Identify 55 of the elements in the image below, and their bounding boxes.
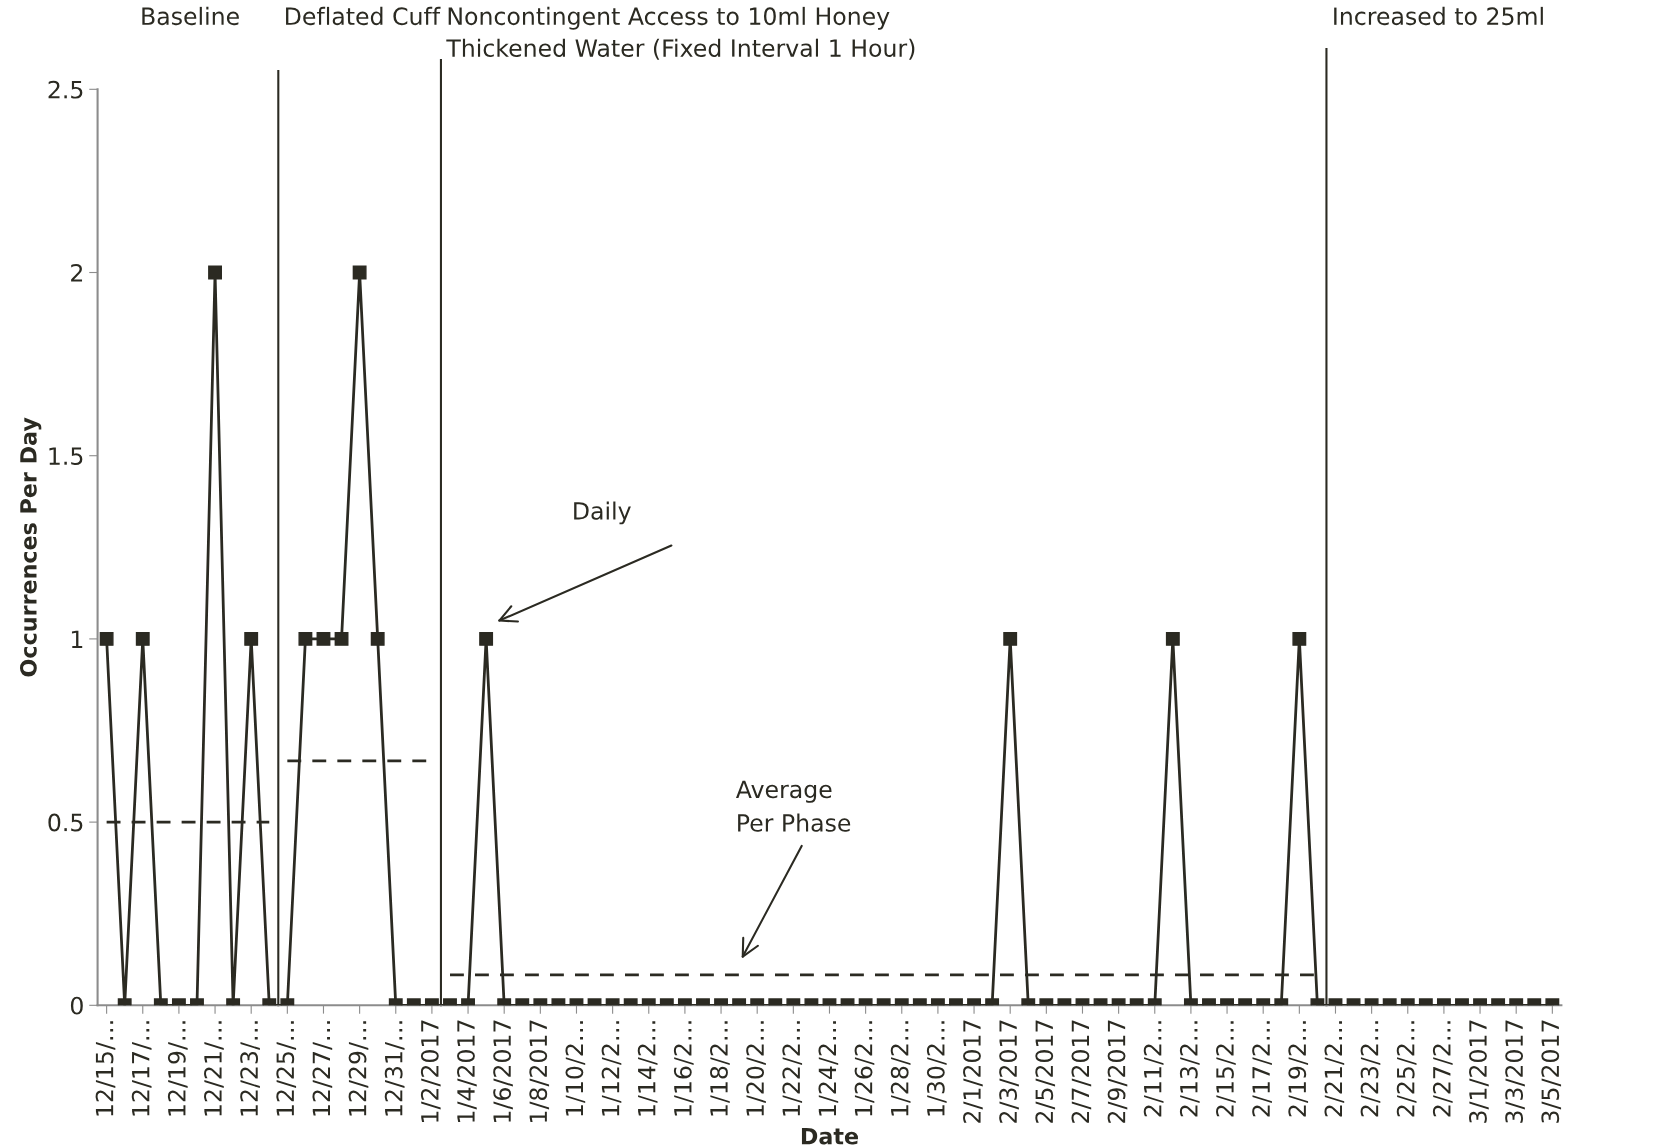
x-tick-label: 2/9/2017 xyxy=(1107,1020,1128,1123)
x-tick-label: 2/25/2… xyxy=(1396,1021,1417,1117)
x-tick-label: 2/17/2… xyxy=(1252,1021,1272,1117)
x-tick-label: 2/11/2… xyxy=(1143,1021,1164,1117)
x-tick-label: 2/3/2017 xyxy=(999,1020,1019,1123)
x-tick-label: 3/1/2017 xyxy=(1469,1020,1489,1123)
y-tick-label: 2.5 xyxy=(48,80,83,99)
x-tick-label: 1/12/2… xyxy=(601,1021,622,1116)
x-tick-label: 2/21/2… xyxy=(1324,1021,1345,1117)
x-tick-label: 2/27/2… xyxy=(1432,1021,1453,1117)
x-tick-label: 12/23/… xyxy=(240,1021,260,1116)
y-tick-label: 1.5 xyxy=(49,447,83,466)
x-tick-label: 12/27/… xyxy=(312,1021,333,1116)
x-axis-title: Date xyxy=(801,1128,858,1145)
x-tick-label: 2/19/2… xyxy=(1288,1021,1309,1117)
x-tick-label: 1/24/2… xyxy=(818,1021,839,1116)
x-tick-label: 1/8/2017 xyxy=(529,1020,550,1122)
x-tick-label: 1/14/2… xyxy=(637,1021,658,1116)
text: Baseline xyxy=(142,6,239,26)
x-tick-label: 3/5/2017 xyxy=(1541,1020,1562,1123)
ref-line-label: Noncontingent Access to 10ml Honey Thickened Water (Fixed Interval 1 Hour) xyxy=(446,6,915,60)
x-tick-label: 1/18/2… xyxy=(710,1021,730,1116)
x-tick-label: 1/20/2… xyxy=(746,1021,766,1116)
x-tick-label: 1/2/2017 xyxy=(420,1020,441,1122)
x-tick-label: 1/30/2… xyxy=(926,1021,947,1116)
x-tick-label: 1/10/2… xyxy=(565,1021,586,1116)
x-tick-label: 12/19/… xyxy=(167,1021,188,1116)
x-tick-label: 2/1/2017 xyxy=(963,1020,983,1123)
annotation: Daily xyxy=(574,501,631,525)
x-tick-label: 1/6/2017 xyxy=(493,1020,513,1122)
x-tick-label: 1/4/2017 xyxy=(457,1020,477,1122)
x-tick-label: 2/15/2… xyxy=(1216,1021,1236,1117)
y-tick-label: 0.5 xyxy=(48,813,83,832)
y-tick-label: 0 xyxy=(70,996,83,1015)
x-tick-label: 1/16/2… xyxy=(673,1021,694,1116)
x-tick-label: 2/7/2017 xyxy=(1071,1020,1092,1123)
x-tick-label: 12/17/… xyxy=(131,1021,152,1116)
x-tick-label: 1/28/2… xyxy=(890,1021,911,1116)
x-tick-label: 2/5/2017 xyxy=(1035,1020,1056,1123)
ref-line-label: Deflated Cuff xyxy=(286,6,441,26)
x-tick-label: 2/13/2… xyxy=(1179,1021,1200,1117)
y-axis-title: Occurrences Per Day xyxy=(20,417,42,677)
x-tick-label: 12/29/… xyxy=(348,1021,369,1116)
x-tick-label: 12/15/… xyxy=(95,1021,116,1116)
x-tick-label: 12/21/… xyxy=(204,1021,224,1116)
x-tick-label: 1/22/2… xyxy=(782,1021,803,1116)
y-tick-label: 1 xyxy=(71,630,83,648)
x-tick-label: 2/23/2… xyxy=(1360,1021,1381,1117)
x-tick-label: 3/3/2017 xyxy=(1505,1020,1525,1123)
annotation: Average Per Phase xyxy=(735,780,851,832)
x-tick-label: 1/26/2… xyxy=(854,1021,875,1116)
ref-line-label: Increased to 25ml xyxy=(1334,6,1543,26)
x-tick-label: 12/31/… xyxy=(384,1021,405,1116)
x-tick-label: 12/25/… xyxy=(276,1021,297,1116)
y-tick-label: 2 xyxy=(71,263,83,282)
